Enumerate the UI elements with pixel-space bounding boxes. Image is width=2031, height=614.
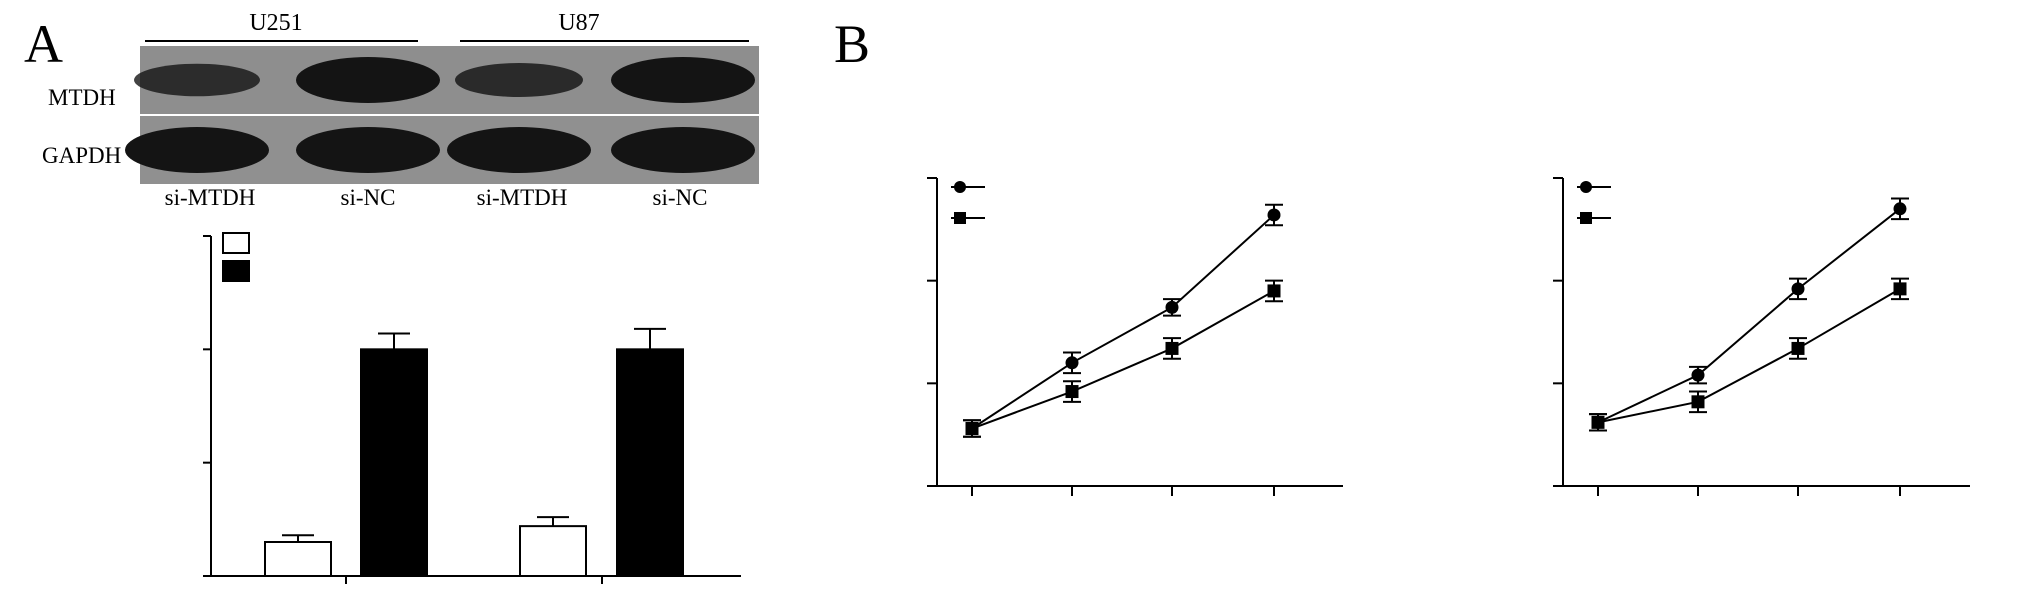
series-line xyxy=(1597,208,1901,424)
blot-band xyxy=(611,127,755,173)
legend-marker xyxy=(954,181,966,193)
bar xyxy=(264,541,332,577)
blot-cellline-label: U87 xyxy=(558,10,599,36)
data-point xyxy=(1893,282,1907,296)
blot-band xyxy=(125,127,269,173)
legend-marker xyxy=(1580,181,1592,193)
western-blot-image xyxy=(125,46,759,184)
data-point xyxy=(1691,368,1705,382)
data-point xyxy=(1065,385,1079,399)
line-chart-u87 xyxy=(1553,177,1970,496)
bar xyxy=(360,348,428,578)
data-point xyxy=(1791,282,1805,296)
bar xyxy=(519,525,587,578)
blot-lane-label: si-MTDH xyxy=(165,185,256,210)
line-chart-u251 xyxy=(927,177,1343,496)
blot-cellline-label: U251 xyxy=(249,10,302,36)
data-point xyxy=(965,422,979,436)
series-line xyxy=(1597,288,1901,424)
blot-row-label: MTDH xyxy=(48,85,116,110)
series-line xyxy=(971,214,1275,430)
blot-lane-label: si-NC xyxy=(653,185,708,210)
blot-lane-label: si-NC xyxy=(341,185,396,210)
legend-marker xyxy=(954,212,966,224)
blot-band xyxy=(296,57,440,103)
panel-label-b: B xyxy=(834,14,870,74)
data-point xyxy=(1065,356,1079,370)
legend-marker xyxy=(1580,212,1592,224)
panel-label-a: A xyxy=(24,14,63,74)
blot-band xyxy=(455,63,583,97)
data-point xyxy=(1591,415,1605,429)
series-line xyxy=(971,290,1275,430)
blot-band xyxy=(296,127,440,173)
blot-row-label: GAPDH xyxy=(42,143,121,168)
bar xyxy=(616,348,684,578)
legend-swatch xyxy=(222,232,250,254)
blot-band xyxy=(134,63,260,97)
data-point xyxy=(1691,395,1705,409)
data-point xyxy=(1267,208,1281,222)
data-point xyxy=(1791,341,1805,355)
data-point xyxy=(1165,300,1179,314)
data-point xyxy=(1893,202,1907,216)
blot-band xyxy=(611,57,755,103)
bar-chart-mtdh-expression xyxy=(203,232,741,584)
blot-lane-label: si-MTDH xyxy=(477,185,568,210)
legend-swatch xyxy=(222,260,250,282)
blot-bands xyxy=(125,57,755,173)
blot-band xyxy=(447,127,591,173)
blot-header: U251 U87 xyxy=(145,10,749,42)
blot-lane-labels: si-MTDH si-NC si-MTDH si-NC xyxy=(165,185,708,210)
data-point xyxy=(1267,284,1281,298)
data-point xyxy=(1165,341,1179,355)
